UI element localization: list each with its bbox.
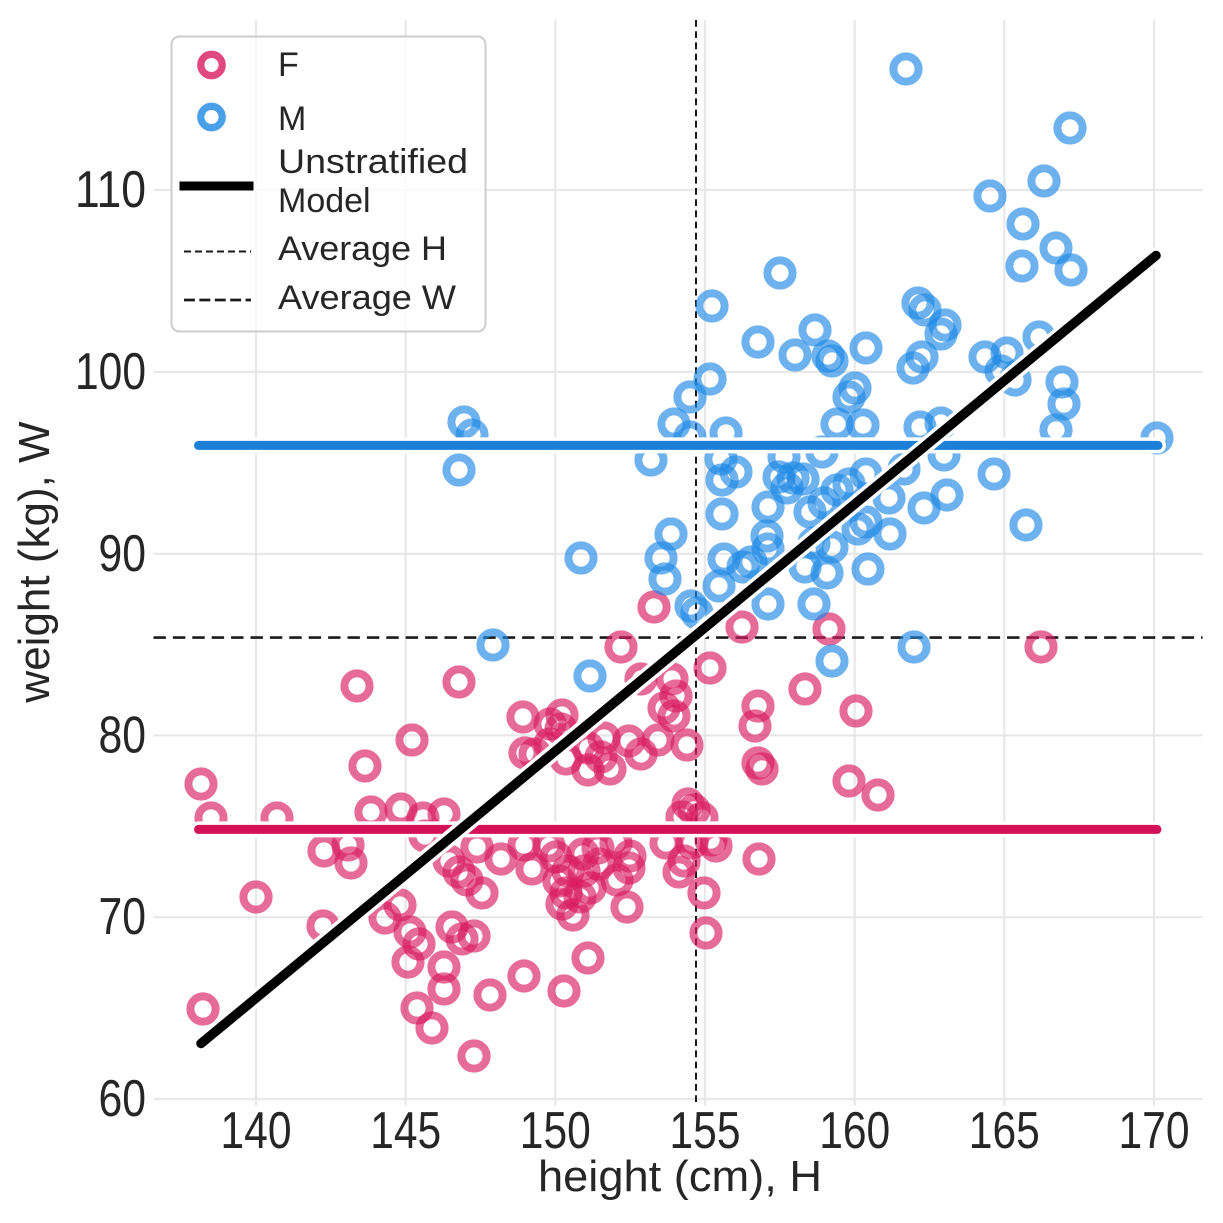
svg-text:110: 110 [75, 161, 146, 219]
svg-text:150: 150 [520, 1102, 591, 1160]
svg-text:70: 70 [99, 888, 147, 946]
svg-text:80: 80 [99, 706, 147, 764]
svg-text:90: 90 [99, 525, 147, 583]
svg-text:Average H: Average H [278, 230, 447, 268]
svg-text:60: 60 [99, 1070, 147, 1128]
svg-text:height (cm), H: height (cm), H [538, 1152, 822, 1201]
svg-text:Model: Model [278, 182, 371, 220]
svg-text:140: 140 [221, 1102, 292, 1160]
svg-text:weight (kg), W: weight (kg), W [10, 421, 59, 704]
svg-text:160: 160 [819, 1102, 890, 1160]
svg-text:165: 165 [969, 1102, 1040, 1160]
svg-text:145: 145 [370, 1102, 441, 1160]
svg-text:M: M [278, 100, 306, 138]
svg-text:Unstratified: Unstratified [278, 143, 468, 181]
svg-text:F: F [278, 46, 299, 84]
svg-text:Average W: Average W [278, 279, 456, 317]
svg-text:170: 170 [1119, 1102, 1190, 1160]
svg-text:100: 100 [75, 343, 146, 401]
svg-text:155: 155 [670, 1102, 741, 1160]
